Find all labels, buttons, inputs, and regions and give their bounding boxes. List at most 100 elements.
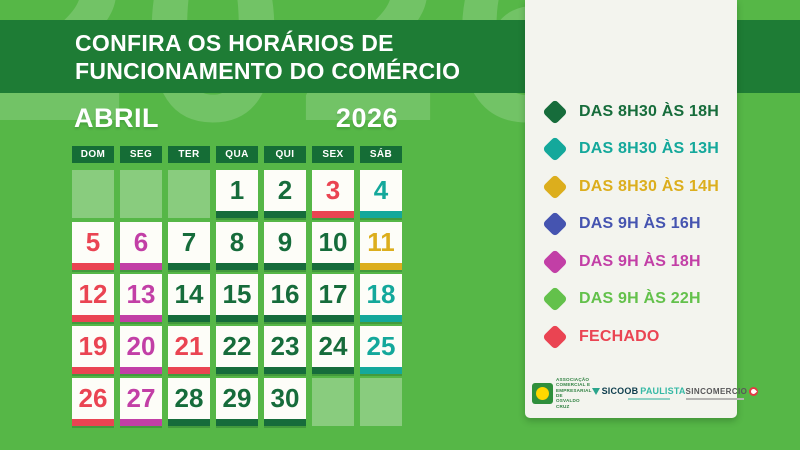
schedule-color-bar [312,211,354,218]
day-number: 8 [229,227,245,257]
calendar-empty-cell [360,378,402,426]
calendar-empty-cell [168,170,210,218]
legend-item-h09_16: DAS 9H ÀS 16H [525,206,737,244]
calendar-day-cell: 30 [264,378,306,426]
calendar-day-cell: 29 [216,378,258,426]
legend-item-h0830_13: DAS 8H30 ÀS 13H [525,131,737,169]
calendar-day-cell: 10 [312,222,354,270]
schedule-color-bar [72,419,114,426]
calendar-day-cell: 7 [168,222,210,270]
calendar-day-cell: 8 [216,222,258,270]
calendar-grid: 1 2 3 4 5 6 7 8 9 10 11 12 13 14 15 16 17 18 19 20 21 22 23 24 2… [72,170,402,426]
ace-line: EMPRESARIAL DE [556,387,592,398]
schedule-color-bar [264,315,306,322]
day-number: 23 [270,331,300,361]
calendar-day-cell: 12 [72,274,114,322]
day-number: 10 [318,227,348,257]
day-number: 24 [318,331,348,361]
calendar-day-cell: 3 [312,170,354,218]
calendar-day-cell: 1 [216,170,258,218]
sicoob-wordmark: SICOOB [601,386,639,396]
schedule-color-bar [216,315,258,322]
day-number: 4 [373,175,389,205]
day-number: 26 [78,383,108,413]
legend-item-h0830_14: DAS 8H30 ÀS 14H [525,168,737,206]
calendar-day-cell: 14 [168,274,210,322]
day-number: 15 [222,279,252,309]
schedule-color-bar [216,263,258,270]
calendar-empty-cell [312,378,354,426]
weekday-header-qui: QUI [264,146,306,163]
schedule-color-bar [264,263,306,270]
schedule-color-bar [72,315,114,322]
schedule-color-bar [120,263,162,270]
legend-label: FECHADO [579,327,660,345]
sicoob-region: PAULISTA [640,386,686,396]
schedule-color-bar [120,367,162,374]
footer-logos: ASSOCIAÇÃO COMERCIAL E EMPRESARIAL DE OS… [532,377,759,409]
month-year-row: ABRIL 2026 [72,103,402,137]
schedule-color-bar [264,211,306,218]
schedule-color-bar [360,211,402,218]
legend-diamond-icon [542,211,568,237]
schedule-color-bar [168,367,210,374]
calendar-day-cell: 27 [120,378,162,426]
day-number: 2 [277,175,293,205]
sicoob-icon [591,387,600,395]
day-number: 5 [85,227,101,257]
legend-diamond-icon [542,286,568,312]
schedule-color-bar [216,211,258,218]
weekday-header-ter: TER [168,146,210,163]
title-line-2: FUNCIONAMENTO DO COMÉRCIO [75,58,461,84]
legend-diamond-icon [542,324,568,350]
weekday-header-row: DOM SEG TER QUA QUI SEX SÁB [72,146,402,163]
schedule-color-bar [216,419,258,426]
ace-osvaldo-cruz-logo: ASSOCIAÇÃO COMERCIAL E EMPRESARIAL DE OS… [532,377,592,409]
day-number: 7 [181,227,197,257]
calendar-day-cell: 5 [72,222,114,270]
calendar-empty-cell [72,170,114,218]
legend-item-h0830_18: DAS 8H30 ÀS 18H [525,93,737,131]
schedule-color-bar [360,367,402,374]
day-number: 1 [229,175,245,205]
calendar-day-cell: 16 [264,274,306,322]
legend-diamond-icon [542,249,568,275]
calendar-day-cell: 2 [264,170,306,218]
legend-diamond-icon [542,99,568,125]
day-number: 9 [277,227,293,257]
legend-label: DAS 8H30 ÀS 13H [579,140,719,158]
day-number: 14 [174,279,204,309]
ace-line: OSVALDO CRUZ [556,398,580,409]
day-number: 29 [222,383,252,413]
day-number: 6 [133,227,149,257]
calendar-day-cell: 15 [216,274,258,322]
weekday-header-seg: SEG [120,146,162,163]
ace-line: COMERCIAL E [556,382,591,388]
day-number: 16 [270,279,300,309]
legend-label: DAS 8H30 ÀS 14H [579,177,719,195]
sicoob-paulista-logo: SICOOB PAULISTA [591,386,686,400]
day-number: 18 [366,279,396,309]
month-label: ABRIL [74,103,159,133]
calendar-day-cell: 19 [72,326,114,374]
schedule-color-bar [168,315,210,322]
calendar-day-cell: 13 [120,274,162,322]
calendar-day-cell: 11 [360,222,402,270]
sincomercio-tagline [685,397,744,400]
day-number: 13 [126,279,156,309]
schedule-color-bar [72,263,114,270]
legend-item-closed: FECHADO [525,318,737,356]
calendar-day-cell: 28 [168,378,210,426]
schedule-color-bar [312,367,354,374]
day-number: 30 [270,383,300,413]
sincomercio-wordmark: SINCOMERCIO [685,386,748,396]
calendar-day-cell: 25 [360,326,402,374]
sicoob-tagline [627,398,670,400]
legend-label: DAS 9H ÀS 22H [579,290,701,308]
day-number: 27 [126,383,156,413]
schedule-color-bar [312,263,354,270]
legend-label: DAS 9H ÀS 18H [579,252,701,270]
legend-label: DAS 8H30 ÀS 18H [579,102,719,120]
sincomercio-swirl-icon [749,386,759,396]
day-number: 25 [366,331,396,361]
